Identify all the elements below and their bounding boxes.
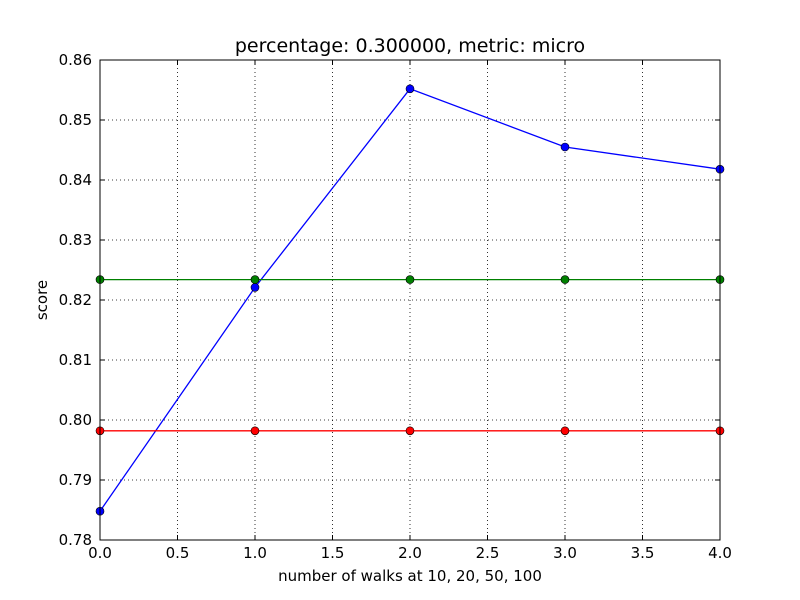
x-tick-label: 4.0	[708, 544, 732, 562]
x-tick-label: 0.0	[88, 544, 112, 562]
data-point	[560, 426, 570, 436]
y-tick-label: 0.81	[59, 351, 92, 369]
chart-title: percentage: 0.300000, metric: micro	[235, 35, 585, 57]
data-point	[250, 426, 260, 436]
y-tick-label: 0.84	[59, 171, 92, 189]
y-tick-label: 0.83	[59, 231, 92, 249]
x-tick-label: 1.0	[243, 544, 267, 562]
series-layer	[95, 84, 725, 516]
y-tick-label: 0.85	[59, 111, 92, 129]
x-tick-label: 2.0	[398, 544, 422, 562]
y-tick-label: 0.82	[59, 291, 92, 309]
data-point	[560, 275, 570, 284]
y-tick-label: 0.80	[59, 411, 92, 429]
data-point	[405, 275, 415, 284]
x-tick-label: 1.5	[321, 544, 345, 562]
data-point	[250, 283, 260, 292]
x-tick-label: 0.5	[166, 544, 190, 562]
y-tick-label: 0.79	[59, 471, 92, 489]
x-axis-label: number of walks at 10, 20, 50, 100	[278, 567, 542, 585]
data-point	[250, 275, 260, 284]
x-tick-label: 3.0	[553, 544, 577, 562]
data-point	[405, 426, 415, 436]
y-axis-label: score	[33, 280, 51, 320]
data-point	[405, 84, 415, 94]
axis-ticks: 0.0 0.5 1.0 1.5 2.0 2.5 3.0 3.5 4.0 0.78 0.79 0.80 0…	[59, 51, 732, 562]
x-tick-label: 3.5	[631, 544, 655, 562]
grid	[99, 59, 721, 541]
x-tick-label: 2.5	[476, 544, 500, 562]
y-tick-label: 0.78	[59, 531, 92, 549]
data-point	[560, 142, 570, 152]
y-tick-label: 0.86	[59, 51, 92, 69]
